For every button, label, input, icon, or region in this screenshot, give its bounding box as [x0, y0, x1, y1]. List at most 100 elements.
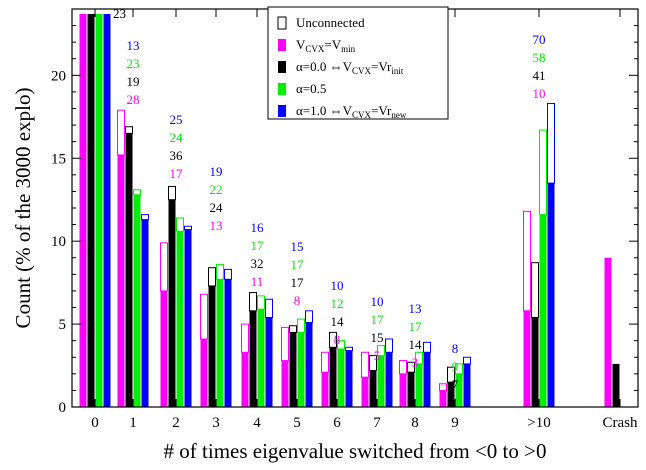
- bar: [87, 13, 95, 407]
- bar-unconnected: [141, 214, 149, 221]
- bar: [257, 309, 265, 407]
- bar: [168, 199, 176, 407]
- count-annotation: 15: [371, 330, 384, 345]
- bar: [369, 370, 377, 407]
- count-annotation: 23: [127, 56, 140, 71]
- bar: [200, 339, 208, 407]
- count-annotation: 28: [127, 92, 140, 107]
- bar: [184, 229, 192, 407]
- bar: [439, 390, 447, 407]
- count-annotation: 24: [170, 130, 184, 145]
- legend-swatch: [278, 83, 286, 95]
- x-tick-label: 2: [172, 415, 180, 431]
- bar-unconnected: [297, 318, 305, 333]
- bar-unconnected: [281, 326, 289, 362]
- legend-subscript: new: [391, 110, 406, 120]
- x-tick-label: >10: [527, 415, 550, 431]
- bar-unconnected: [305, 310, 313, 323]
- bar-unconnected: [523, 210, 531, 312]
- bar: [249, 310, 257, 407]
- x-tick-label: 4: [253, 415, 261, 431]
- legend-subscript: CVX: [352, 66, 372, 76]
- bar-unconnected: [345, 346, 353, 352]
- bar-unconnected: [547, 103, 555, 184]
- count-annotation: 19: [210, 164, 223, 179]
- bar-unconnected: [289, 325, 297, 333]
- count-annotation: 13: [210, 218, 223, 233]
- legend-swatch: [278, 39, 286, 51]
- bar-unconnected: [337, 340, 345, 350]
- y-tick-label: 10: [51, 234, 66, 250]
- legend-label: VCVX=Vmin: [296, 37, 356, 54]
- legend-label: α=0.5: [296, 81, 326, 96]
- bars-layer: [79, 13, 620, 407]
- bar-unconnected: [423, 341, 431, 353]
- bar-unconnected: [168, 185, 176, 201]
- y-tick-label: 20: [51, 68, 66, 84]
- count-annotation: 17: [251, 238, 265, 253]
- bar-unconnected: [361, 351, 369, 378]
- bar-unconnected: [224, 268, 232, 280]
- count-annotation: 3: [412, 355, 419, 370]
- count-annotation: 11: [251, 274, 264, 289]
- x-tick-label: 0: [91, 415, 99, 431]
- legend-subscript: CVX: [305, 44, 325, 54]
- bar: [345, 350, 353, 407]
- bar-unconnected: [257, 295, 265, 310]
- bar-unconnected: [249, 292, 257, 312]
- count-annotation: 23: [113, 6, 126, 21]
- bar: [133, 194, 141, 407]
- bar: [447, 382, 455, 407]
- count-annotation: 17: [291, 275, 305, 290]
- legend-label: α=0.0 ⇔VCVX=Vrinit: [296, 59, 404, 76]
- count-annotation: 8: [334, 332, 341, 347]
- bar-unconnected: [117, 109, 125, 156]
- y-tick-label: 5: [59, 317, 67, 333]
- bar: [265, 317, 273, 407]
- bar: [399, 373, 407, 407]
- bar: [361, 377, 369, 407]
- bar: [321, 372, 329, 407]
- bar: [95, 13, 103, 407]
- bar-unconnected: [176, 217, 184, 232]
- bar: [604, 257, 612, 407]
- bar: [208, 285, 216, 407]
- legend-text-part: α=0.0 ⇔V: [296, 59, 353, 74]
- bar-unconnected: [439, 383, 447, 391]
- count-annotation: 17: [371, 312, 385, 327]
- legend-text-part: =Vr: [371, 59, 392, 74]
- count-annotation: 15: [291, 239, 304, 254]
- x-tick-label: 6: [333, 415, 341, 431]
- count-annotation: 7: [452, 377, 459, 392]
- legend-text-part: α=1.0 ⇔V: [296, 103, 353, 118]
- legend-box: [267, 6, 449, 120]
- count-annotation: 17: [409, 319, 423, 334]
- count-annotation: 25: [170, 112, 183, 127]
- bar: [176, 231, 184, 407]
- count-annotation: 10: [331, 278, 344, 293]
- bar: [125, 133, 133, 407]
- legend-label: Unconnected: [296, 15, 365, 30]
- bar: [216, 279, 224, 407]
- bar: [224, 279, 232, 407]
- count-annotation: 9: [452, 359, 459, 374]
- x-tick-label: 1: [129, 415, 137, 431]
- bar: [103, 13, 111, 407]
- bar: [539, 214, 547, 407]
- bar-unconnected: [265, 298, 273, 318]
- bar: [337, 348, 345, 407]
- bar-unconnected: [160, 242, 168, 292]
- legend-swatch: [278, 105, 286, 117]
- count-annotation: 17: [170, 166, 184, 181]
- x-axis-label: # of times eigenvalue switched from <0 t…: [164, 439, 547, 463]
- bar-unconnected: [125, 126, 133, 134]
- count-annotation: 22: [210, 182, 223, 197]
- count-annotation: 5: [374, 348, 381, 363]
- bar: [377, 355, 385, 407]
- y-tick-label: 15: [51, 151, 66, 167]
- bar: [241, 352, 249, 407]
- annotations-layer: 23 13 23 19 28 25 24 36 17 19 22 24 13 16 17 32 11 15 17 17…: [113, 6, 546, 410]
- bar: [141, 219, 149, 407]
- x-tick-label: Crash: [603, 415, 638, 431]
